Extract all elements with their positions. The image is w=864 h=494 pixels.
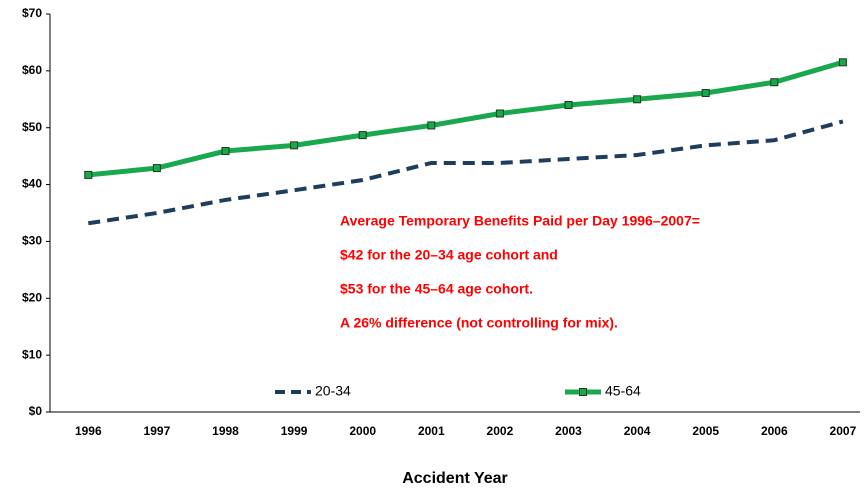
annotation: Average Temporary Benefits Paid per Day …: [340, 213, 700, 229]
x-tick-label: 2001: [418, 424, 445, 438]
y-tick-label: $0: [29, 404, 43, 418]
x-tick-label: 2002: [487, 424, 514, 438]
point-marker: [838, 58, 847, 67]
x-tick-label: 1998: [212, 424, 239, 438]
y-tick-label: $40: [22, 177, 42, 191]
point-marker: [427, 121, 436, 130]
y-tick-label: $20: [22, 290, 42, 304]
x-tick-label: 2003: [555, 424, 582, 438]
y-tick-label: $70: [22, 6, 42, 20]
x-tick-label: 2007: [830, 424, 857, 438]
point-marker: [84, 170, 93, 179]
legend-label: 20-34: [315, 383, 351, 399]
x-tick-label: 1997: [144, 424, 171, 438]
y-tick-label: $50: [22, 120, 42, 134]
x-tick-label: 2004: [624, 424, 651, 438]
annotation: A 26% difference (not controlling for mi…: [340, 315, 618, 331]
x-tick-label: 2000: [349, 424, 376, 438]
x-tick-label: 2005: [692, 424, 719, 438]
point-marker: [701, 89, 710, 98]
annotation: $53 for the 45–64 age cohort.: [340, 281, 533, 297]
x-axis-title: Accident Year: [402, 470, 508, 487]
point-marker: [633, 95, 642, 104]
series-line: [88, 59, 844, 178]
x-tick-label: 1999: [281, 424, 308, 438]
point-marker: [358, 131, 367, 140]
point-marker: [495, 109, 504, 118]
series-line: [88, 119, 844, 226]
y-tick-label: $30: [22, 234, 42, 248]
point-marker: [221, 147, 230, 156]
x-tick-label: 1996: [75, 424, 102, 438]
y-tick-label: $10: [22, 347, 42, 361]
point-marker: [290, 141, 299, 150]
point-marker: [770, 78, 779, 87]
legend-marker: [579, 388, 587, 396]
y-tick-label: $60: [22, 63, 42, 77]
annotation: $42 for the 20–34 age cohort and: [340, 247, 558, 263]
point-marker: [564, 100, 573, 109]
legend-label: 45-64: [605, 383, 641, 399]
point-marker: [152, 164, 161, 173]
x-tick-label: 2006: [761, 424, 788, 438]
